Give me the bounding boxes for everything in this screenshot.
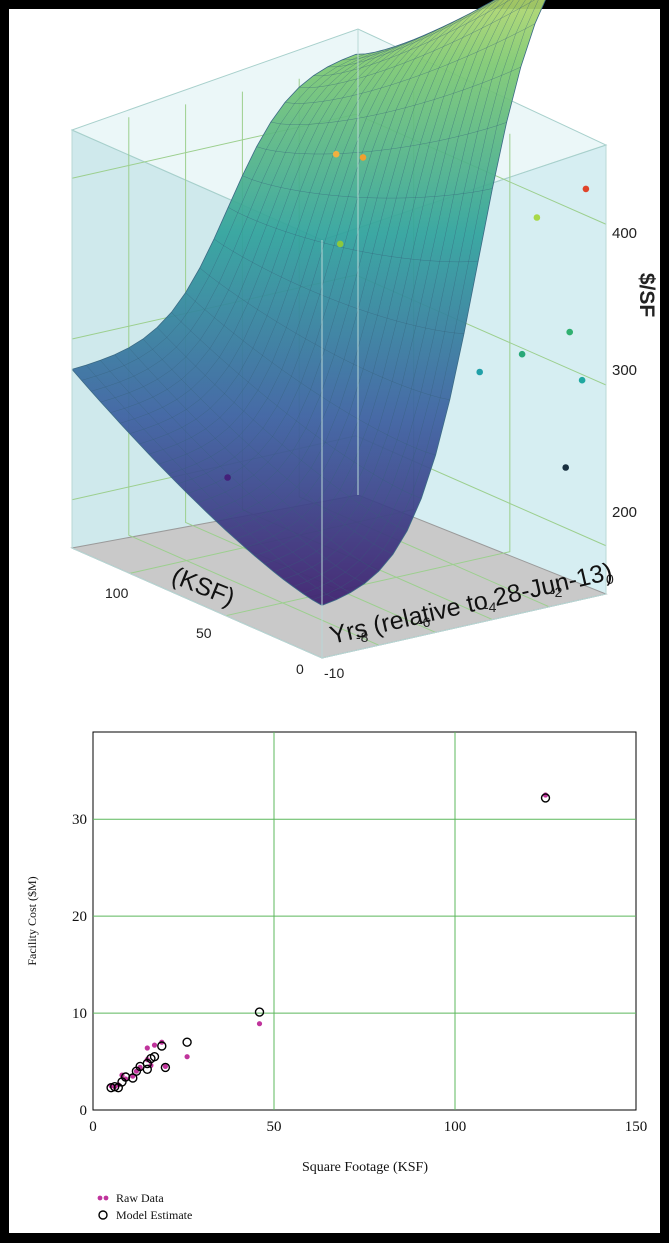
raw-data-point bbox=[256, 1021, 263, 1027]
mesh-line bbox=[86, 364, 337, 600]
surface-chart: 400 300 200 $/SF 0 -2 -4 -6 -8 -10 Yrs (… bbox=[70, 0, 658, 681]
yr-tick-label: -2 bbox=[550, 584, 563, 600]
mesh-line bbox=[313, 0, 564, 77]
model-estimate-point bbox=[120, 1072, 131, 1082]
data-point bbox=[533, 214, 541, 221]
y-tick-label: 30 bbox=[72, 812, 87, 828]
legend-raw-marker bbox=[103, 1195, 109, 1201]
model-estimate-point bbox=[142, 1064, 153, 1075]
legend-model-label: Model Estimate bbox=[116, 1208, 192, 1222]
data-point bbox=[359, 154, 367, 161]
mesh-line bbox=[256, 122, 507, 155]
data-point bbox=[578, 376, 586, 384]
raw-data-point bbox=[151, 1042, 158, 1048]
mesh-line bbox=[299, 0, 550, 89]
mesh-line bbox=[199, 267, 450, 400]
mesh-line bbox=[213, 238, 465, 334]
data-point bbox=[582, 185, 590, 193]
y-tick-label: 10 bbox=[72, 1006, 87, 1022]
ksf-tick-label: 0 bbox=[296, 661, 304, 677]
x-tick-label: 150 bbox=[625, 1119, 648, 1135]
data-point bbox=[518, 350, 526, 358]
plot-area bbox=[92, 731, 637, 1111]
z-tick-label: 200 bbox=[612, 504, 637, 521]
mesh-line bbox=[327, 0, 578, 68]
model-estimate-point bbox=[254, 1007, 265, 1017]
legend-raw-label: Raw Data bbox=[116, 1191, 164, 1205]
y-tick-label: 0 bbox=[80, 1103, 88, 1119]
z-tick-label: 400 bbox=[612, 225, 637, 242]
grid-line bbox=[185, 104, 436, 633]
mesh-line bbox=[270, 66, 521, 125]
mesh-line bbox=[128, 347, 379, 572]
data-point bbox=[336, 240, 344, 248]
data-point bbox=[562, 464, 569, 471]
model-estimate-point bbox=[540, 793, 551, 803]
y-axis-label: Facility Cost ($M) bbox=[25, 876, 39, 965]
yr-tick-label: -10 bbox=[324, 665, 344, 681]
x-tick-label: 0 bbox=[89, 1119, 97, 1135]
x-tick-label: 100 bbox=[444, 1119, 467, 1135]
data-point bbox=[332, 150, 340, 158]
mesh-line bbox=[185, 292, 436, 456]
z-axis-label: $/SF bbox=[635, 273, 658, 318]
z-tick-label: 300 bbox=[612, 362, 637, 379]
mesh-line bbox=[355, 0, 606, 55]
mesh-line bbox=[157, 327, 408, 532]
legend-model-marker bbox=[98, 1210, 108, 1220]
raw-data-point bbox=[137, 1064, 143, 1070]
grid-line bbox=[128, 117, 380, 646]
raw-data-point bbox=[162, 1063, 168, 1069]
model-estimate-point bbox=[182, 1037, 192, 1047]
y-tick-label: 20 bbox=[72, 909, 87, 925]
mesh-line bbox=[114, 354, 365, 584]
mesh-line bbox=[228, 207, 479, 263]
yr-tick-label: -8 bbox=[356, 629, 369, 645]
mesh-line bbox=[242, 175, 493, 199]
raw-data-point bbox=[184, 1054, 190, 1060]
mesh-line bbox=[284, 23, 536, 104]
data-point bbox=[224, 474, 231, 481]
mesh-line bbox=[142, 338, 394, 555]
legend: Raw Data Model Estimate bbox=[97, 1191, 192, 1222]
ksf-tick-label: 50 bbox=[196, 625, 212, 641]
model-estimate-point bbox=[160, 1062, 171, 1073]
mesh-line bbox=[100, 360, 351, 593]
grid-lines bbox=[93, 732, 636, 1110]
mesh-line bbox=[171, 312, 422, 499]
legend-raw-marker bbox=[97, 1195, 103, 1201]
x-tick-label: 50 bbox=[267, 1119, 282, 1135]
yr-tick-label: -4 bbox=[484, 599, 497, 615]
model-estimate-point bbox=[157, 1041, 167, 1051]
surface-mesh bbox=[71, 0, 606, 606]
data-point bbox=[566, 328, 573, 336]
raw-data-point bbox=[144, 1045, 150, 1051]
yr-tick-label: 0 bbox=[606, 571, 614, 587]
yr-tick-label: -6 bbox=[418, 614, 431, 630]
model-estimate-point bbox=[149, 1051, 160, 1062]
ksf-tick-label: 100 bbox=[105, 585, 129, 601]
x-axis-label: Square Footage (KSF) bbox=[302, 1160, 428, 1175]
data-point bbox=[476, 368, 484, 376]
